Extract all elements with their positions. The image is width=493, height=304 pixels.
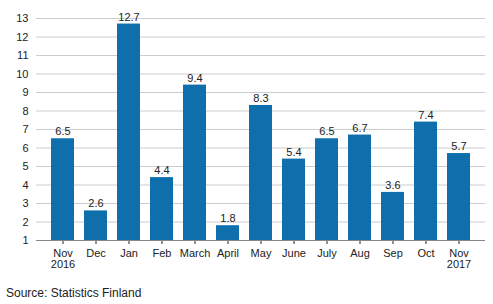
svg-text:1: 1 bbox=[22, 234, 28, 246]
svg-text:5.7: 5.7 bbox=[451, 140, 466, 152]
svg-text:3.6: 3.6 bbox=[385, 179, 400, 191]
svg-text:9.4: 9.4 bbox=[187, 72, 202, 84]
html-text:Source: Statistics Finland: Source: Statistics Finland bbox=[6, 286, 142, 300]
svg-text:June: June bbox=[282, 247, 306, 259]
svg-text:11: 11 bbox=[17, 49, 28, 61]
svg-text:12.7: 12.7 bbox=[118, 11, 139, 23]
svg-text:April: April bbox=[217, 247, 239, 259]
svg-text:7.4: 7.4 bbox=[418, 109, 433, 121]
svg-text:Nov2016: Nov2016 bbox=[51, 247, 75, 270]
svg-text:8: 8 bbox=[22, 105, 28, 117]
svg-text:5.4: 5.4 bbox=[286, 146, 301, 158]
svg-text:2.6: 2.6 bbox=[88, 197, 103, 209]
svg-text:3: 3 bbox=[22, 197, 28, 209]
svg-text:July: July bbox=[317, 247, 337, 259]
svg-text:1.8: 1.8 bbox=[220, 212, 235, 224]
svg-text:Oct: Oct bbox=[417, 247, 434, 259]
svg-text:7: 7 bbox=[22, 123, 28, 135]
svg-text:Nov2017: Nov2017 bbox=[447, 247, 471, 270]
svg-text:6.5: 6.5 bbox=[319, 125, 334, 137]
svg-text:Dec: Dec bbox=[86, 247, 106, 259]
svg-text:9: 9 bbox=[22, 86, 28, 98]
svg-text:Aug: Aug bbox=[350, 247, 370, 259]
svg-text:Jan: Jan bbox=[120, 247, 138, 259]
svg-text:4: 4 bbox=[22, 179, 28, 191]
svg-text:March: March bbox=[180, 247, 211, 259]
svg-text:12: 12 bbox=[16, 31, 28, 43]
svg-text:May: May bbox=[251, 247, 272, 259]
svg-text:4.4: 4.4 bbox=[154, 164, 169, 176]
svg-text:Feb: Feb bbox=[153, 247, 172, 259]
svg-text:Sep: Sep bbox=[383, 247, 403, 259]
svg-text:6.7: 6.7 bbox=[352, 122, 367, 134]
svg-text:2: 2 bbox=[22, 216, 28, 228]
svg-text:13: 13 bbox=[16, 12, 28, 24]
svg-text:8.3: 8.3 bbox=[253, 92, 268, 104]
svg-text:6.5: 6.5 bbox=[55, 125, 70, 137]
svg-text:6: 6 bbox=[22, 142, 28, 154]
svg-text:10: 10 bbox=[16, 68, 28, 80]
svg-text:5: 5 bbox=[22, 160, 28, 172]
